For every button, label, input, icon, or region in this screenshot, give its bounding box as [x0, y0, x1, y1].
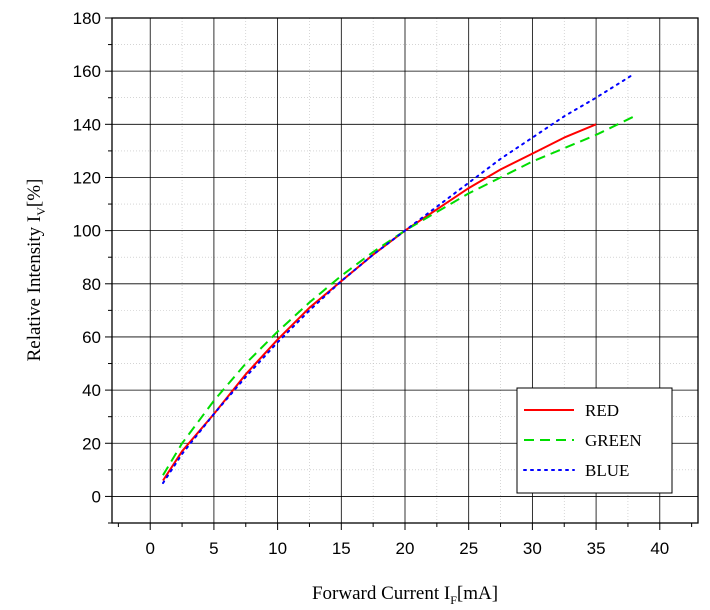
x-tick-label: 0: [145, 539, 154, 558]
axis-ticks: [105, 17, 693, 530]
y-tick-label: 20: [82, 434, 101, 453]
series-line-green: [162, 115, 635, 476]
legend-label-blue: BLUE: [585, 461, 629, 480]
y-tick-label: 60: [82, 328, 101, 347]
series-layer: [162, 72, 636, 485]
y-axis-title-sub: V: [34, 207, 48, 216]
y-axis-title-main: Relative Intensity I: [24, 216, 45, 362]
legend: RED GREEN BLUE: [516, 387, 673, 494]
x-tick-label: 25: [459, 539, 478, 558]
y-axis-title-tail: [%]: [24, 179, 45, 207]
series-line-blue: [162, 72, 636, 485]
x-tick-label: 20: [396, 539, 415, 558]
y-tick-label: 120: [73, 168, 101, 187]
x-tick-label: 30: [523, 539, 542, 558]
x-axis-title-tail: [mA]: [457, 583, 498, 604]
y-tick-label: 0: [92, 487, 101, 506]
y-tick-label: 100: [73, 222, 101, 241]
x-axis-title-sub: F: [450, 593, 457, 607]
x-tick-label: 10: [268, 539, 287, 558]
x-tick-label: 35: [587, 539, 606, 558]
y-tick-label: 140: [73, 115, 101, 134]
y-axis-title: Relative Intensity IV[%]: [24, 179, 48, 362]
y-tick-label: 40: [82, 381, 101, 400]
y-tick-label: 180: [73, 9, 101, 28]
legend-label-red: RED: [585, 401, 619, 420]
x-tick-label: 40: [650, 539, 669, 558]
legend-box: [516, 387, 673, 494]
y-tick-label: 160: [73, 62, 101, 81]
legend-label-green: GREEN: [585, 431, 642, 450]
y-tick-label: 80: [82, 275, 101, 294]
x-axis-title-main: Forward Current I: [312, 583, 450, 604]
x-tick-label: 5: [209, 539, 218, 558]
x-tick-label: 15: [332, 539, 351, 558]
x-axis-title: Forward Current IF[mA]: [312, 583, 498, 607]
tick-labels: 0 5 10 15 20 25 30 35 40 0 20 40 60 80 100 120 140 160 180: [73, 9, 670, 558]
series-line-red: [162, 123, 597, 482]
